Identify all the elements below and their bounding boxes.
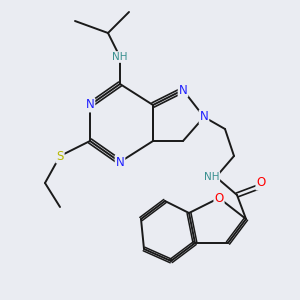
Text: O: O — [256, 176, 266, 190]
Text: O: O — [214, 191, 224, 205]
Text: N: N — [85, 98, 94, 112]
Text: N: N — [178, 83, 188, 97]
Text: NH: NH — [204, 172, 219, 182]
Text: S: S — [56, 149, 64, 163]
Text: N: N — [200, 110, 208, 124]
Text: N: N — [116, 155, 124, 169]
Text: NH: NH — [112, 52, 128, 62]
